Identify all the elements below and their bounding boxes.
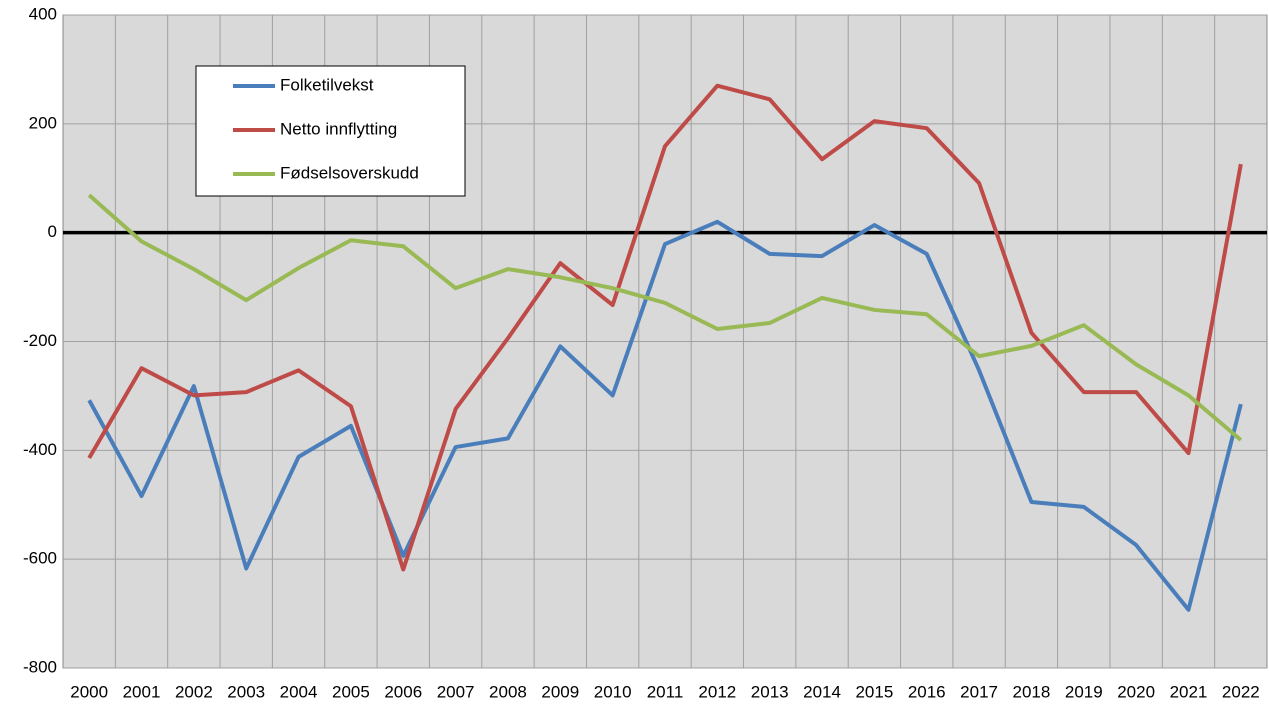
- x-tick-label: 2022: [1222, 682, 1260, 701]
- x-tick-label: 2004: [280, 682, 318, 701]
- x-tick-label: 2011: [647, 682, 684, 701]
- x-tick-label: 2005: [332, 682, 370, 701]
- x-tick-label: 2016: [908, 682, 946, 701]
- x-tick-label: 2008: [489, 682, 527, 701]
- x-tick-label: 2014: [803, 682, 841, 701]
- x-tick-label: 2019: [1065, 682, 1103, 701]
- x-tick-label: 2015: [855, 682, 893, 701]
- legend-label: Netto innflytting: [280, 119, 397, 138]
- x-tick-label: 2001: [123, 682, 161, 701]
- x-tick-label: 2012: [698, 682, 736, 701]
- y-tick-label: -800: [23, 657, 57, 676]
- y-tick-label: 400: [29, 4, 57, 23]
- x-tick-label: 2013: [751, 682, 789, 701]
- x-tick-label: 2000: [70, 682, 108, 701]
- x-tick-label: 2003: [227, 682, 265, 701]
- x-tick-label: 2010: [594, 682, 632, 701]
- series-line: [87, 193, 1243, 442]
- x-tick-label: 2007: [437, 682, 475, 701]
- x-tick-label: 2017: [960, 682, 998, 701]
- series-line: [87, 219, 1243, 612]
- x-tick-label: 2020: [1117, 682, 1155, 701]
- x-tick-label: 2006: [384, 682, 422, 701]
- legend-label: Folketilvekst: [280, 75, 374, 94]
- series-line: [87, 83, 1243, 572]
- x-tick-label: 2021: [1170, 682, 1208, 701]
- x-tick-label: 2009: [541, 682, 579, 701]
- y-tick-label: -200: [23, 331, 57, 350]
- y-tick-label: 0: [48, 222, 57, 241]
- x-tick-label: 2018: [1013, 682, 1051, 701]
- legend-label: Fødselsoverskudd: [280, 163, 419, 182]
- y-tick-label: -400: [23, 440, 57, 459]
- x-tick-label: 2002: [175, 682, 213, 701]
- y-tick-label: -600: [23, 549, 57, 568]
- y-tick-label: 200: [29, 113, 57, 132]
